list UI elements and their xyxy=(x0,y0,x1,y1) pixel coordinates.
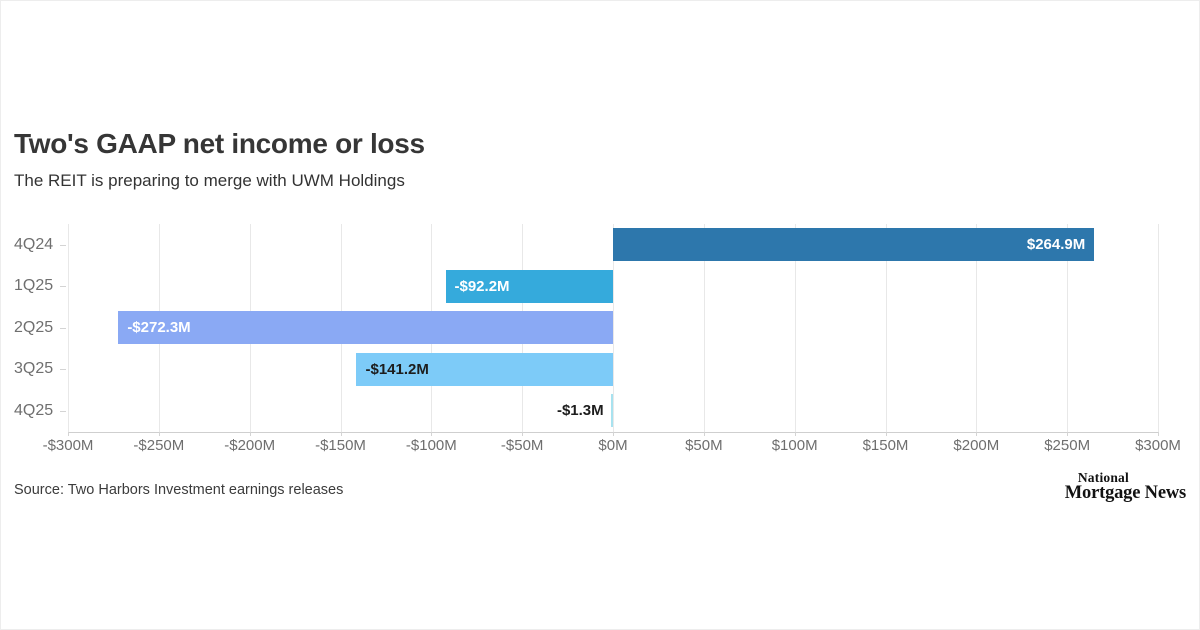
gridline xyxy=(1067,224,1069,432)
gridline xyxy=(1158,224,1159,432)
x-tick-label: $0M xyxy=(598,437,628,454)
x-tick-label: $200M xyxy=(953,437,1000,454)
x-tick-label: -$250M xyxy=(133,437,185,454)
x-tick-label: -$200M xyxy=(224,437,276,454)
category-label: 2Q25 xyxy=(14,318,54,336)
bar xyxy=(610,394,613,428)
x-tick-label: $50M xyxy=(685,437,723,454)
y-tick-mark xyxy=(60,244,66,246)
x-tick-mark xyxy=(703,431,705,436)
x-tick-mark xyxy=(431,431,433,436)
x-tick-mark xyxy=(68,431,69,436)
category-axis: 4Q24 1Q25 2Q25 3Q25 4Q25 xyxy=(14,224,68,432)
x-tick-mark xyxy=(249,431,251,436)
bar-value-label: -$272.3M xyxy=(127,319,191,337)
bar-value-label: $264.9M xyxy=(1026,236,1086,254)
x-tick-mark xyxy=(522,431,524,436)
x-tick-mark xyxy=(613,431,614,436)
page-title: Two's GAAP net income or loss xyxy=(14,128,425,159)
category-label: 3Q25 xyxy=(14,360,54,378)
gridline xyxy=(703,224,705,432)
gridline xyxy=(794,224,796,432)
gridline xyxy=(613,224,614,432)
category-label: 4Q25 xyxy=(14,401,54,419)
x-tick-mark xyxy=(976,431,978,436)
category-label: 1Q25 xyxy=(14,277,54,295)
y-tick-mark xyxy=(60,410,66,412)
gridline xyxy=(68,224,69,432)
x-tick-label: $150M xyxy=(862,437,909,454)
y-tick-mark xyxy=(60,327,66,329)
category-label: 4Q24 xyxy=(14,235,54,253)
x-tick-label: $300M xyxy=(1135,437,1181,454)
x-tick-mark xyxy=(158,431,160,436)
bar-value-label: -$92.2M xyxy=(454,277,510,295)
bar-value-label: -$141.2M xyxy=(365,360,429,378)
x-tick-label: $250M xyxy=(1044,437,1091,454)
x-tick-label: -$50M xyxy=(500,437,544,454)
x-tick-mark xyxy=(340,431,342,436)
publisher-logo: National Mortgage News xyxy=(1064,470,1186,503)
y-tick-mark xyxy=(60,286,66,288)
bar: -$141.2M xyxy=(356,352,613,386)
x-tick-label: -$100M xyxy=(405,437,457,454)
source-note: Source: Two Harbors Investment earnings … xyxy=(14,482,344,498)
logo-line2: Mortgage News xyxy=(1064,483,1186,503)
x-tick-label: -$150M xyxy=(315,437,366,454)
x-tick-mark xyxy=(1158,431,1159,436)
logo-line1: National xyxy=(1077,470,1129,485)
chart-header: Two's GAAP net income or loss The REIT i… xyxy=(14,128,425,191)
x-tick-label: $100M xyxy=(771,437,818,454)
page-subtitle: The REIT is preparing to merge with UWM … xyxy=(14,170,405,190)
chart: 4Q24 1Q25 2Q25 3Q25 4Q25 $264.9M -$92.2M -$272… xyxy=(14,224,1181,464)
bar: -$272.3M xyxy=(118,311,613,345)
x-tick-mark xyxy=(794,431,796,436)
x-tick-mark xyxy=(1067,431,1069,436)
plot-area: $264.9M -$92.2M -$272.3M -$141.2M -$1.3M xyxy=(68,224,1159,436)
gridline xyxy=(885,224,887,432)
bar-value-label: -$1.3M xyxy=(556,402,604,419)
bar: $264.9M xyxy=(613,228,1095,262)
bar: -$92.2M xyxy=(445,269,613,303)
y-tick-mark xyxy=(60,369,66,371)
x-axis-labels: -$300M -$250M -$200M -$150M -$100M -$50M $0M $5… xyxy=(43,437,1181,459)
gridline xyxy=(976,224,978,432)
x-tick-label: -$300M xyxy=(42,437,94,454)
x-tick-mark xyxy=(885,431,887,436)
